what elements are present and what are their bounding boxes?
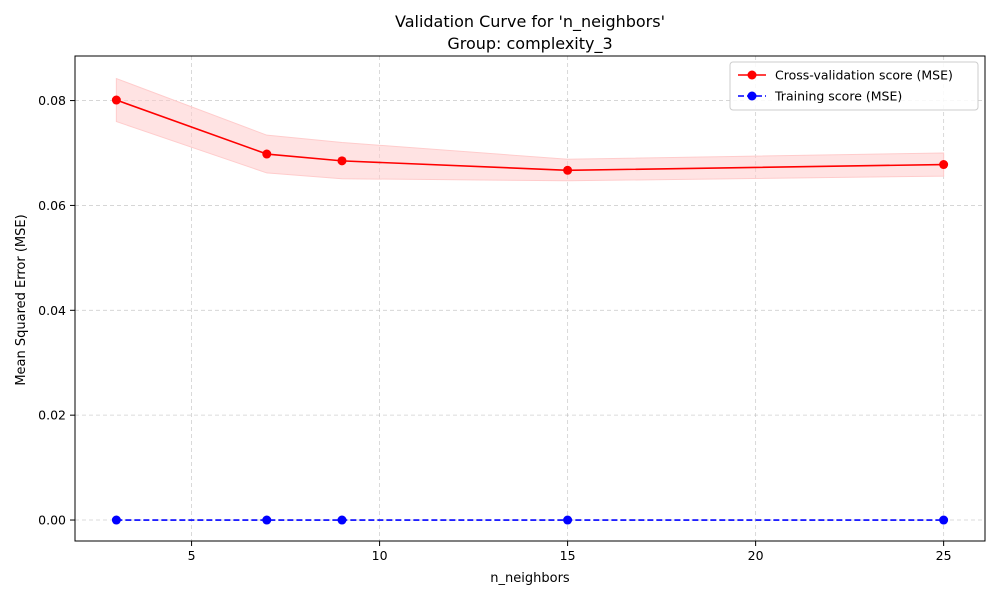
x-tick-label: 25 [936, 548, 952, 563]
legend-marker-train [747, 91, 757, 101]
x-tick-label: 5 [188, 548, 196, 563]
confidence-bands [115, 77, 945, 182]
y-axis-label: Mean Squared Error (MSE) [14, 214, 29, 385]
data-point-train [111, 515, 121, 525]
y-tick-label: 0.06 [38, 198, 66, 213]
data-point-train [337, 515, 347, 525]
legend-label-train: Training score (MSE) [774, 89, 902, 104]
x-tick-label: 15 [560, 548, 576, 563]
data-point-train [563, 515, 573, 525]
plot-area-frame [74, 55, 986, 542]
legend: Cross-validation score (MSE) Training sc… [729, 61, 979, 111]
chart-title: Validation Curve for 'n_neighbors' [395, 12, 665, 32]
y-tick-label: 0.00 [38, 513, 66, 528]
y-axis-ticks: 0.00 0.02 0.04 0.06 0.08 [38, 93, 75, 528]
x-tick-label: 10 [372, 548, 388, 563]
y-tick-label: 0.02 [38, 408, 66, 423]
y-tick-label: 0.04 [38, 303, 66, 318]
chart-subtitle: Group: complexity_3 [447, 34, 612, 54]
data-point-cv [563, 165, 573, 175]
series-markers [111, 95, 949, 525]
data-point-train [939, 515, 949, 525]
data-point-cv [111, 95, 121, 105]
y-tick-label: 0.08 [38, 93, 66, 108]
x-axis-label: n_neighbors [490, 571, 570, 586]
legend-box [729, 61, 979, 111]
data-point-train [262, 515, 272, 525]
data-point-cv [262, 149, 272, 159]
legend-marker-cv [747, 70, 757, 80]
x-tick-label: 20 [748, 548, 764, 563]
legend-label-cv: Cross-validation score (MSE) [775, 68, 953, 83]
band-cv [115, 77, 945, 182]
x-axis-ticks: 5 10 15 20 25 [188, 541, 952, 563]
data-point-cv [337, 156, 347, 166]
data-point-cv [939, 160, 949, 170]
